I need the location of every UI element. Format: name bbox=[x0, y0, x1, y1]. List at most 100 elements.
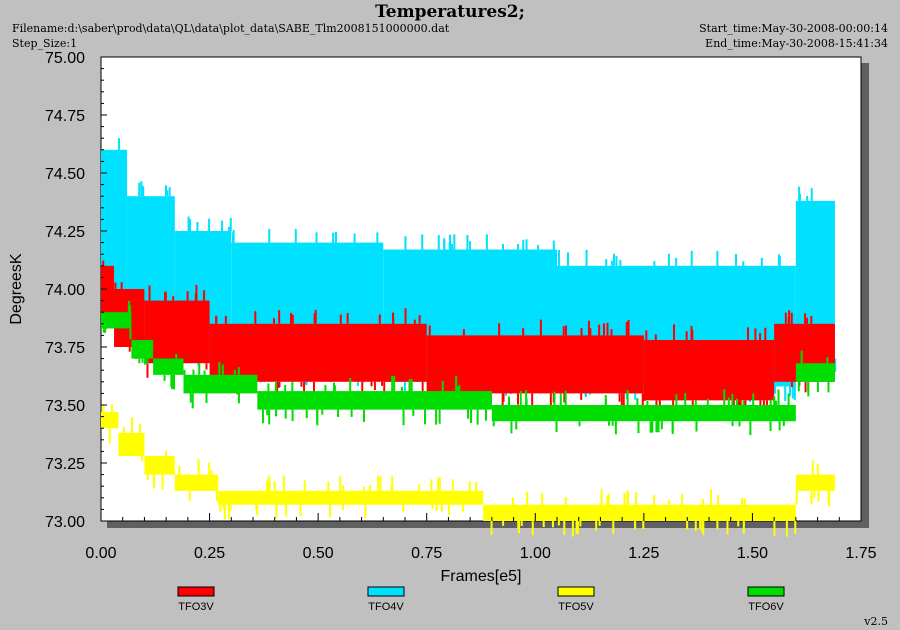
series-spike bbox=[800, 350, 803, 364]
series-spike bbox=[735, 398, 738, 405]
series-spike bbox=[551, 521, 554, 528]
series-spike bbox=[469, 241, 472, 250]
series-spike bbox=[265, 480, 268, 491]
legend-label-TFO3V: TFO3V bbox=[178, 601, 214, 613]
series-spike bbox=[118, 138, 121, 150]
series-band-TFO6V-6 bbox=[795, 363, 835, 382]
series-spike bbox=[431, 504, 434, 509]
series-spike bbox=[441, 381, 444, 392]
y-tick-label: 74.00 bbox=[45, 282, 85, 299]
series-spike bbox=[691, 400, 694, 408]
series-spike bbox=[600, 498, 603, 505]
series-spike bbox=[807, 381, 810, 397]
series-spike bbox=[606, 495, 609, 505]
series-spike bbox=[605, 259, 608, 266]
legend-swatch-TFO3V bbox=[177, 586, 215, 597]
series-spike bbox=[141, 358, 144, 363]
series-band-TFO6V-2 bbox=[153, 358, 184, 375]
series-spike bbox=[542, 521, 545, 528]
series-spike bbox=[332, 382, 335, 392]
series-spike bbox=[619, 259, 622, 266]
series-spike bbox=[699, 521, 702, 530]
series-band-TFO6V-3 bbox=[183, 374, 258, 394]
series-spike bbox=[208, 462, 211, 475]
series-spike bbox=[102, 328, 105, 333]
series-spike bbox=[563, 393, 566, 403]
series-spike bbox=[435, 409, 438, 425]
series-spike bbox=[291, 409, 294, 422]
series-spike bbox=[339, 476, 342, 491]
series-spike bbox=[623, 492, 626, 505]
series-spike bbox=[658, 400, 661, 408]
series-band-TFO5V-6 bbox=[795, 474, 835, 491]
series-spike bbox=[567, 252, 570, 266]
filename-label: Filename:d:\saber\prod\data\QL\data\plot… bbox=[12, 22, 450, 35]
series-spike bbox=[701, 521, 704, 533]
series-spike bbox=[108, 428, 111, 444]
series-spike bbox=[657, 421, 660, 429]
series-spike bbox=[276, 381, 279, 397]
series-spike bbox=[695, 421, 698, 432]
series-spike bbox=[578, 421, 581, 427]
series-spike bbox=[552, 240, 555, 250]
series-spike bbox=[525, 239, 528, 250]
series-spike bbox=[653, 495, 656, 505]
series-spike bbox=[716, 521, 719, 529]
series-spike bbox=[129, 328, 132, 340]
series-spike bbox=[827, 490, 830, 504]
series-spike bbox=[268, 228, 271, 243]
series-spike bbox=[564, 496, 567, 505]
series-spike bbox=[290, 312, 293, 324]
series-spike bbox=[675, 257, 678, 266]
series-spike bbox=[671, 421, 674, 435]
series-spike bbox=[229, 504, 232, 511]
series-spike bbox=[620, 393, 623, 407]
y-tick-label: 73.50 bbox=[45, 398, 85, 415]
series-spike bbox=[613, 253, 616, 266]
series-spike bbox=[102, 405, 105, 412]
series-spike bbox=[164, 185, 167, 197]
series-spike bbox=[773, 396, 776, 405]
series-spike bbox=[266, 409, 269, 416]
series-spike bbox=[390, 486, 393, 491]
legend-swatch-TFO6V bbox=[747, 586, 785, 597]
series-spike bbox=[716, 250, 719, 266]
legend-label-TFO5V: TFO5V bbox=[558, 601, 594, 613]
series-spike bbox=[607, 493, 610, 505]
start-time-label: Start_time:May-30-2008-00:00:14 bbox=[699, 22, 888, 35]
series-spike bbox=[377, 475, 380, 491]
series-spike bbox=[522, 328, 525, 336]
series-spike bbox=[798, 193, 801, 201]
series-spike bbox=[806, 195, 809, 201]
series-spike bbox=[332, 232, 335, 243]
series-spike bbox=[716, 494, 719, 505]
series-spike bbox=[376, 232, 379, 243]
series-spike bbox=[790, 381, 793, 388]
series-spike bbox=[130, 417, 133, 433]
series-spike bbox=[216, 490, 219, 502]
series-spike bbox=[275, 504, 278, 519]
series-spike bbox=[794, 521, 797, 534]
series-spike bbox=[447, 504, 450, 516]
series-spike bbox=[810, 188, 813, 201]
series-spike bbox=[198, 363, 201, 375]
series-spike bbox=[412, 409, 415, 416]
series-spike bbox=[237, 367, 240, 375]
series-spike bbox=[667, 253, 670, 266]
x-tick-label: 1.00 bbox=[520, 545, 551, 562]
series-spike bbox=[475, 481, 478, 491]
series-spike bbox=[749, 421, 752, 436]
series-spike bbox=[170, 374, 173, 387]
series-spike bbox=[146, 358, 149, 364]
series-spike bbox=[291, 381, 294, 392]
series-band-TFO6V-5 bbox=[491, 405, 796, 422]
series-spike bbox=[793, 386, 796, 401]
series-spike bbox=[282, 475, 285, 491]
series-spike bbox=[531, 521, 534, 536]
series-spike bbox=[227, 504, 230, 519]
series-spike bbox=[813, 490, 816, 499]
series-spike bbox=[626, 390, 629, 405]
series-spike bbox=[797, 381, 800, 392]
series-band-TFO5V-2 bbox=[144, 456, 175, 475]
series-spike bbox=[701, 499, 704, 505]
